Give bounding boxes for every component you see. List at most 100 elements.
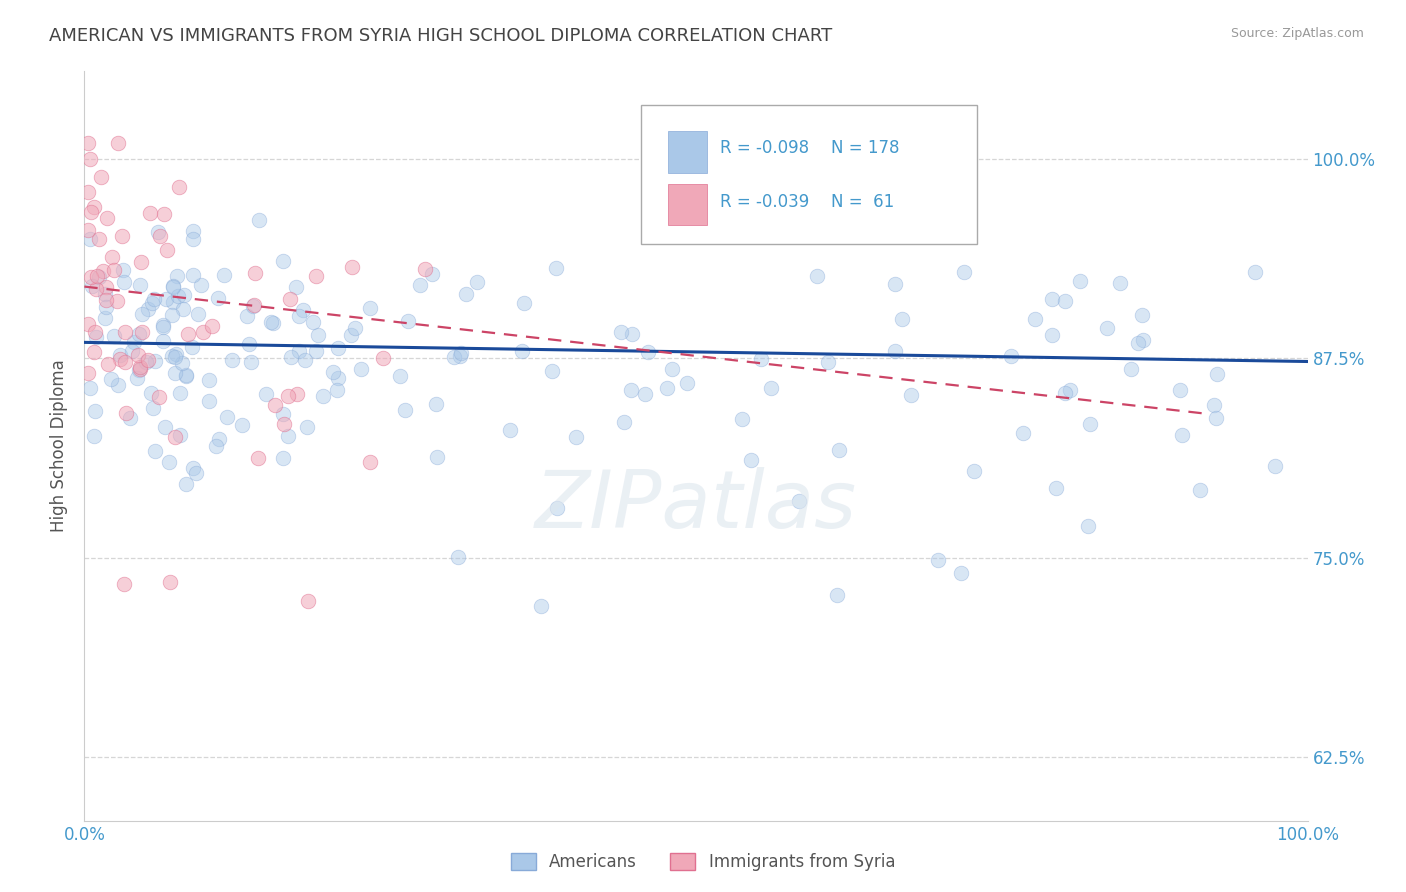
- Point: [243, 266, 266, 280]
- Point: [96, 279, 118, 293]
- Point: [1205, 410, 1227, 425]
- Point: [1059, 383, 1081, 397]
- Point: [162, 294, 184, 309]
- Point: [198, 394, 221, 409]
- Point: [83, 345, 105, 359]
- Point: [160, 349, 183, 363]
- Point: [80, 205, 103, 219]
- Point: [214, 268, 236, 282]
- Point: [115, 407, 138, 421]
- Point: [288, 344, 311, 359]
- Point: [136, 353, 159, 368]
- Point: [111, 229, 134, 244]
- Point: [114, 355, 136, 369]
- Point: [181, 268, 204, 282]
- Point: [806, 269, 828, 284]
- Point: [1202, 398, 1225, 412]
- Point: [162, 278, 184, 293]
- Point: [77, 186, 100, 200]
- Point: [152, 334, 174, 349]
- Point: [131, 325, 153, 339]
- Point: [120, 411, 142, 425]
- Point: [1040, 327, 1063, 342]
- Text: Source: ZipAtlas.com: Source: ZipAtlas.com: [1230, 27, 1364, 40]
- Point: [371, 351, 394, 365]
- Point: [409, 278, 432, 293]
- Point: [187, 307, 209, 321]
- Point: [394, 403, 416, 417]
- Point: [107, 136, 129, 150]
- Point: [152, 320, 174, 334]
- Point: [426, 450, 449, 464]
- Point: [108, 352, 131, 367]
- Point: [1119, 362, 1142, 376]
- Point: [326, 383, 349, 397]
- Point: [817, 355, 839, 369]
- Point: [359, 455, 381, 469]
- Point: [247, 450, 270, 465]
- Point: [254, 387, 277, 401]
- Point: [231, 418, 253, 433]
- Point: [1080, 417, 1102, 431]
- Point: [1012, 426, 1035, 441]
- Point: [173, 287, 195, 301]
- Point: [84, 330, 107, 344]
- Point: [294, 352, 316, 367]
- Point: [77, 366, 100, 380]
- Point: [1168, 383, 1191, 397]
- Point: [215, 410, 238, 425]
- Point: [128, 278, 150, 293]
- Point: [1264, 458, 1286, 473]
- Point: [101, 250, 124, 264]
- Point: [165, 347, 187, 361]
- Point: [1053, 293, 1076, 308]
- Point: [112, 576, 135, 591]
- Point: [167, 289, 190, 303]
- Point: [166, 269, 188, 284]
- Point: [139, 205, 162, 219]
- Point: [900, 388, 922, 402]
- FancyBboxPatch shape: [641, 105, 977, 244]
- Point: [828, 443, 851, 458]
- Text: R = -0.039: R = -0.039: [720, 194, 810, 211]
- Point: [183, 461, 205, 475]
- Point: [540, 364, 562, 378]
- Point: [443, 350, 465, 364]
- Point: [613, 415, 636, 429]
- Point: [125, 371, 148, 385]
- Point: [79, 232, 101, 246]
- Point: [87, 232, 110, 246]
- Point: [242, 300, 264, 314]
- Point: [637, 345, 659, 359]
- Point: [883, 277, 905, 291]
- Point: [94, 286, 117, 301]
- Point: [271, 450, 294, 465]
- Point: [205, 439, 228, 453]
- Point: [153, 419, 176, 434]
- Point: [165, 430, 187, 444]
- Point: [77, 223, 100, 237]
- Point: [280, 350, 302, 364]
- Point: [174, 368, 197, 383]
- Point: [142, 401, 165, 416]
- Point: [243, 298, 266, 312]
- Point: [731, 412, 754, 426]
- Point: [96, 211, 118, 226]
- Point: [295, 419, 318, 434]
- Point: [278, 293, 301, 307]
- Point: [1188, 483, 1211, 497]
- Point: [191, 325, 214, 339]
- Point: [197, 373, 219, 387]
- Point: [304, 344, 326, 359]
- Point: [657, 381, 679, 395]
- Point: [153, 207, 176, 221]
- Legend: Americans, Immigrants from Syria: Americans, Immigrants from Syria: [502, 845, 904, 880]
- Point: [396, 314, 419, 328]
- Point: [277, 389, 299, 403]
- Point: [79, 381, 101, 395]
- Point: [80, 270, 103, 285]
- Point: [163, 366, 186, 380]
- Point: [633, 387, 655, 401]
- Point: [148, 390, 170, 404]
- Text: R = -0.098: R = -0.098: [720, 139, 810, 157]
